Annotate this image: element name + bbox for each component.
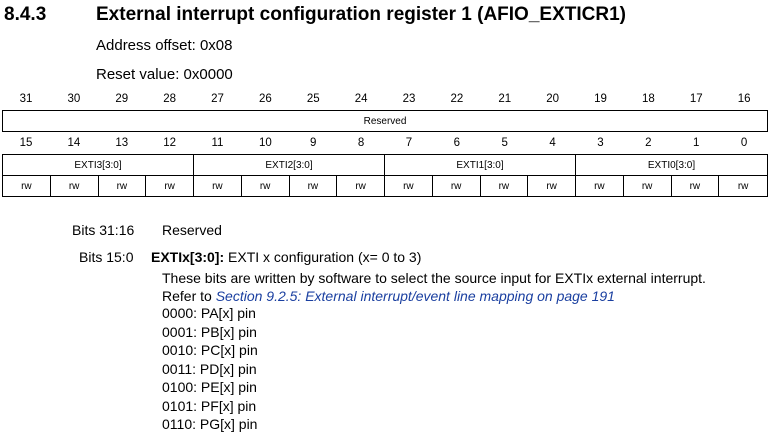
- lower-bit-number: 15: [19, 137, 33, 149]
- access-cell: rw: [290, 176, 338, 196]
- lower-bit-number: 4: [549, 137, 556, 149]
- upper-field-row: Reserved: [2, 110, 768, 132]
- access-cell: rw: [481, 176, 529, 196]
- upper-bit-number: 22: [450, 93, 464, 105]
- reserved-field: Reserved: [363, 115, 407, 127]
- lower-bit-number: 14: [67, 137, 81, 149]
- field-description-heading: EXTIx[3:0]: EXTI x configuration (x= 0 t…: [151, 249, 421, 265]
- access-cell: rw: [433, 176, 481, 196]
- access-cell: rw: [337, 176, 385, 196]
- option-item: 0001: PB[x] pin: [162, 323, 257, 340]
- access-cell: rw: [242, 176, 290, 196]
- option-item: 0100: PE[x] pin: [162, 379, 257, 395]
- lower-bit-number: 13: [115, 137, 129, 149]
- option-item: 0011: PD[x] pin: [162, 360, 257, 377]
- access-cell: rw: [737, 180, 749, 192]
- upper-bit-number: 25: [306, 93, 320, 105]
- exti-field-cell: EXTI2[3:0]: [194, 155, 385, 175]
- lower-bit-number: 11: [211, 137, 224, 149]
- lower-bit-number: 6: [453, 137, 461, 149]
- field-name: EXTIx[3:0]:: [151, 249, 225, 265]
- lower-bit-number: 9: [310, 137, 317, 149]
- access-cell: rw: [385, 176, 433, 196]
- lower-bit-number: 1: [693, 137, 700, 149]
- upper-bit-number: 19: [594, 93, 607, 105]
- lower-bit-number: 10: [258, 137, 272, 149]
- access-cell: rw: [576, 176, 624, 196]
- lower-bit-number: 12: [163, 137, 177, 149]
- upper-bit-number: 26: [258, 93, 272, 105]
- lower-bit-number: 2: [645, 137, 652, 149]
- access-cell: rw: [528, 176, 576, 196]
- upper-bit-number: 30: [67, 93, 81, 105]
- upper-bit-number: 23: [402, 93, 416, 105]
- access-row: rw rw rw rw rw rw rw rw rw rw rw rw rw rw rw rw: [2, 175, 768, 197]
- lower-field-row: EXTI3[3:0] EXTI2[3:0] EXTI1[3:0] EXTI0[3:0]: [2, 154, 768, 176]
- address-offset: Address offset: 0x08: [96, 37, 233, 54]
- option-item: 0010: PC[x] pin: [162, 342, 258, 358]
- upper-bit-number: 31: [19, 93, 33, 105]
- upper-bit-number: 18: [641, 93, 655, 105]
- reserved-bits-text: Reserved: [162, 222, 222, 238]
- upper-bit-number: 29: [115, 93, 129, 105]
- exti-field-cell: EXTI0[3:0]: [647, 159, 696, 171]
- option-list: 0000: PA[x] pin 0001: PB[x] pin 0010: PC[x…: [162, 304, 258, 434]
- upper-bit-number: 16: [737, 93, 751, 105]
- lower-bit-number: 5: [501, 137, 508, 149]
- lower-bit-number: 7: [405, 137, 413, 149]
- section-number: 8.4.3: [4, 4, 47, 25]
- upper-bit-number: 17: [689, 93, 703, 105]
- option-item: 0110: PG[x] pin: [162, 416, 258, 432]
- upper-bit-number: 27: [211, 93, 224, 105]
- access-cell: rw: [672, 176, 720, 196]
- refer-prefix: Refer to: [162, 288, 212, 304]
- reserved-bits-label: Bits 31:16: [72, 222, 135, 238]
- upper-bit-number: 28: [163, 93, 177, 105]
- exti-field-cell: EXTI3[3:0]: [3, 155, 194, 175]
- field-paragraph: These bits are written by software to se…: [162, 270, 706, 286]
- upper-bit-number: 21: [498, 93, 512, 105]
- reset-value: Reset value: 0x0000: [96, 66, 233, 83]
- access-cell: rw: [194, 176, 242, 196]
- access-cell: rw: [51, 176, 99, 196]
- option-item: 0101: PF[x] pin: [162, 397, 257, 414]
- upper-bit-number: 20: [546, 93, 560, 105]
- upper-bit-number: 24: [354, 93, 368, 105]
- section-link[interactable]: Section 9.2.5: External interrupt/event …: [215, 288, 615, 304]
- access-cell: rw: [3, 176, 51, 196]
- lower-bit-number: 0: [740, 137, 748, 149]
- field-bits-label: Bits 15:0: [79, 249, 134, 265]
- refer-line: Refer to Section 9.2.5: External interru…: [162, 288, 615, 304]
- field-summary: EXTI x configuration (x= 0 to 3): [228, 249, 422, 265]
- section-title: External interrupt configuration registe…: [96, 4, 626, 25]
- access-cell: rw: [624, 176, 672, 196]
- access-cell: rw: [99, 176, 147, 196]
- lower-bit-number: 8: [357, 137, 365, 149]
- option-item: 0000: PA[x] pin: [162, 305, 256, 321]
- access-cell: rw: [146, 176, 194, 196]
- exti-field-cell: EXTI1[3:0]: [385, 155, 576, 175]
- lower-bit-number: 3: [597, 137, 604, 149]
